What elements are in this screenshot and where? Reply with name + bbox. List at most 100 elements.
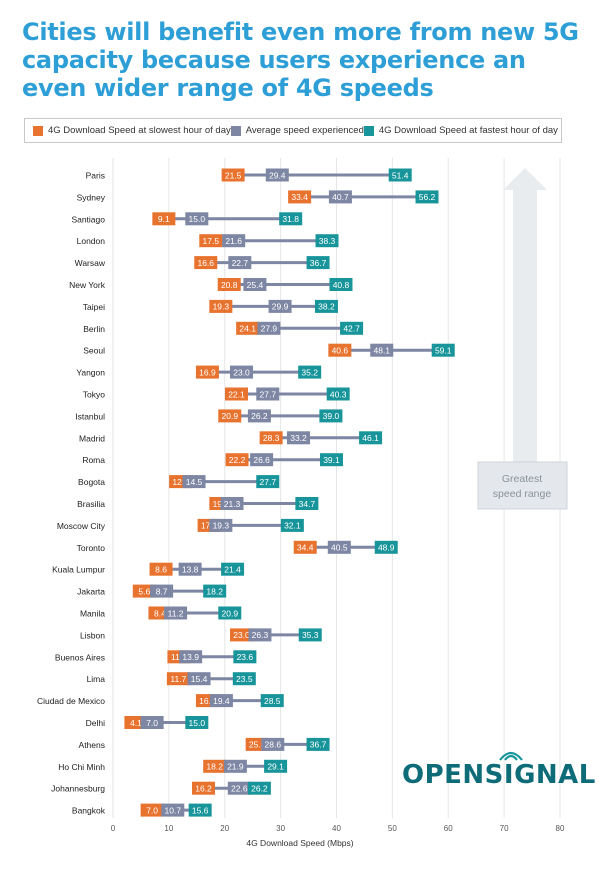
- city-label: Johannesburg: [51, 784, 105, 794]
- value-label-avg: 8.7: [156, 586, 168, 596]
- value-label-avg: 13.8: [182, 565, 199, 575]
- value-label-fast: 18.2: [206, 586, 223, 596]
- value-marker-fast: [415, 190, 439, 204]
- legend-label-slow: 4G Download Speed at slowest hour of day: [48, 125, 231, 136]
- value-marker-slow: [217, 278, 241, 291]
- value-marker-avg: [243, 278, 267, 291]
- greatest-range-arrow: [503, 168, 547, 462]
- value-label-avg: 21.9: [227, 762, 244, 772]
- x-tick-label: 60: [444, 824, 453, 833]
- value-marker-fast: [233, 650, 257, 664]
- value-label-slow: 17.2: [201, 521, 218, 531]
- value-label-avg: 26.2: [251, 411, 268, 421]
- value-marker-fast: [188, 803, 212, 817]
- value-marker-fast: [388, 168, 412, 182]
- value-label-slow: 28.3: [263, 433, 280, 443]
- value-marker-avg: [185, 212, 209, 226]
- value-label-fast: 32.1: [284, 521, 301, 531]
- value-label-avg: 25.4: [247, 280, 264, 290]
- legend-item-avg: Average speed experienced: [230, 125, 364, 136]
- value-label-fast: 39.0: [323, 411, 340, 421]
- value-marker-fast: [306, 256, 330, 270]
- city-label: Jakarta: [77, 587, 105, 597]
- city-label: Lisbon: [80, 630, 105, 640]
- value-marker-avg: [261, 737, 285, 751]
- value-marker-fast: [329, 278, 353, 291]
- value-label-slow: 24.1: [239, 324, 256, 334]
- value-marker-avg: [178, 562, 202, 576]
- value-marker-slow: [209, 299, 233, 313]
- value-marker-fast: [298, 365, 322, 379]
- value-marker-fast: [221, 562, 245, 576]
- value-marker-slow: [224, 387, 248, 401]
- value-marker-slow: [288, 190, 312, 204]
- value-label-fast: 27.7: [260, 477, 277, 487]
- value-label-fast: 40.3: [330, 389, 347, 399]
- value-marker-avg: [247, 409, 271, 423]
- city-label: Brasilia: [77, 499, 105, 509]
- value-marker-avg: [250, 453, 274, 467]
- value-marker-avg: [222, 234, 246, 248]
- value-marker-fast: [203, 584, 227, 598]
- value-label-avg: 11.2: [168, 608, 184, 618]
- value-label-fast: 34.7: [299, 499, 316, 509]
- value-marker-avg: [209, 518, 233, 532]
- value-label-avg: 7.0: [146, 718, 158, 728]
- value-marker-slow: [328, 343, 352, 357]
- city-label: Yangon: [76, 368, 105, 378]
- value-label-fast: 35.2: [301, 367, 318, 377]
- value-marker-fast: [431, 343, 455, 357]
- legend-label-fast: 4G Download Speed at fastest hour of day: [378, 125, 558, 136]
- value-label-slow: 20.8: [221, 280, 238, 290]
- value-label-fast: 40.8: [333, 280, 350, 290]
- city-label: Buenos Aires: [55, 652, 105, 662]
- value-label-avg: 26.6: [253, 455, 270, 465]
- city-label: Istanbul: [75, 411, 105, 421]
- value-label-fast: 21.4: [224, 565, 241, 575]
- city-label: Taipei: [83, 302, 105, 312]
- value-label-slow: 11.7: [170, 674, 186, 684]
- value-label-fast: 26.2: [251, 784, 268, 794]
- city-label: Tokyo: [83, 390, 105, 400]
- value-label-fast: 39.1: [323, 455, 340, 465]
- value-marker-slow: [236, 321, 260, 335]
- value-marker-avg: [179, 650, 203, 664]
- value-label-fast: 15.6: [192, 805, 209, 815]
- value-label-avg: 13.9: [182, 652, 199, 662]
- x-tick-label: 40: [332, 824, 341, 833]
- value-marker-avg: [328, 190, 352, 204]
- city-label: London: [77, 236, 106, 246]
- value-label-fast: 56.2: [419, 192, 436, 202]
- value-label-slow: 16.2: [195, 784, 212, 794]
- value-label-slow: 33.4: [291, 192, 308, 202]
- value-label-slow: 11.8: [171, 652, 187, 662]
- annotation-label-line: Greatest: [502, 473, 542, 485]
- value-marker-avg: [164, 606, 188, 620]
- annotation-label-line: speed range: [493, 488, 552, 500]
- value-label-slow: 7.0: [146, 805, 158, 815]
- value-marker-avg: [161, 803, 185, 817]
- x-tick-label: 10: [164, 824, 173, 833]
- value-marker-fast: [260, 694, 284, 708]
- value-label-slow: 22.2: [229, 455, 246, 465]
- value-label-fast: 15.0: [189, 718, 206, 728]
- city-label: Ciudad de Mexico: [37, 696, 105, 706]
- city-label: Ho Chi Minh: [58, 762, 105, 772]
- x-tick-label: 50: [388, 824, 397, 833]
- value-label-slow: 8.6: [155, 565, 167, 575]
- value-label-slow: 34.4: [297, 543, 314, 553]
- value-label-fast: 28.5: [264, 696, 281, 706]
- value-label-fast: 29.1: [267, 762, 284, 772]
- value-marker-slow: [140, 803, 164, 817]
- signal-wave-icon: [499, 751, 523, 761]
- value-label-avg: 40.7: [332, 192, 349, 202]
- value-label-slow: 19.3: [213, 302, 230, 312]
- value-marker-slow: [149, 562, 173, 576]
- value-label-avg: 10.7: [165, 805, 182, 815]
- value-marker-avg: [265, 168, 289, 182]
- logo-text: OPENSIGNAL: [402, 760, 596, 790]
- city-label: Athens: [79, 740, 105, 750]
- value-label-avg: 21.6: [225, 236, 242, 246]
- value-marker-slow: [152, 212, 176, 226]
